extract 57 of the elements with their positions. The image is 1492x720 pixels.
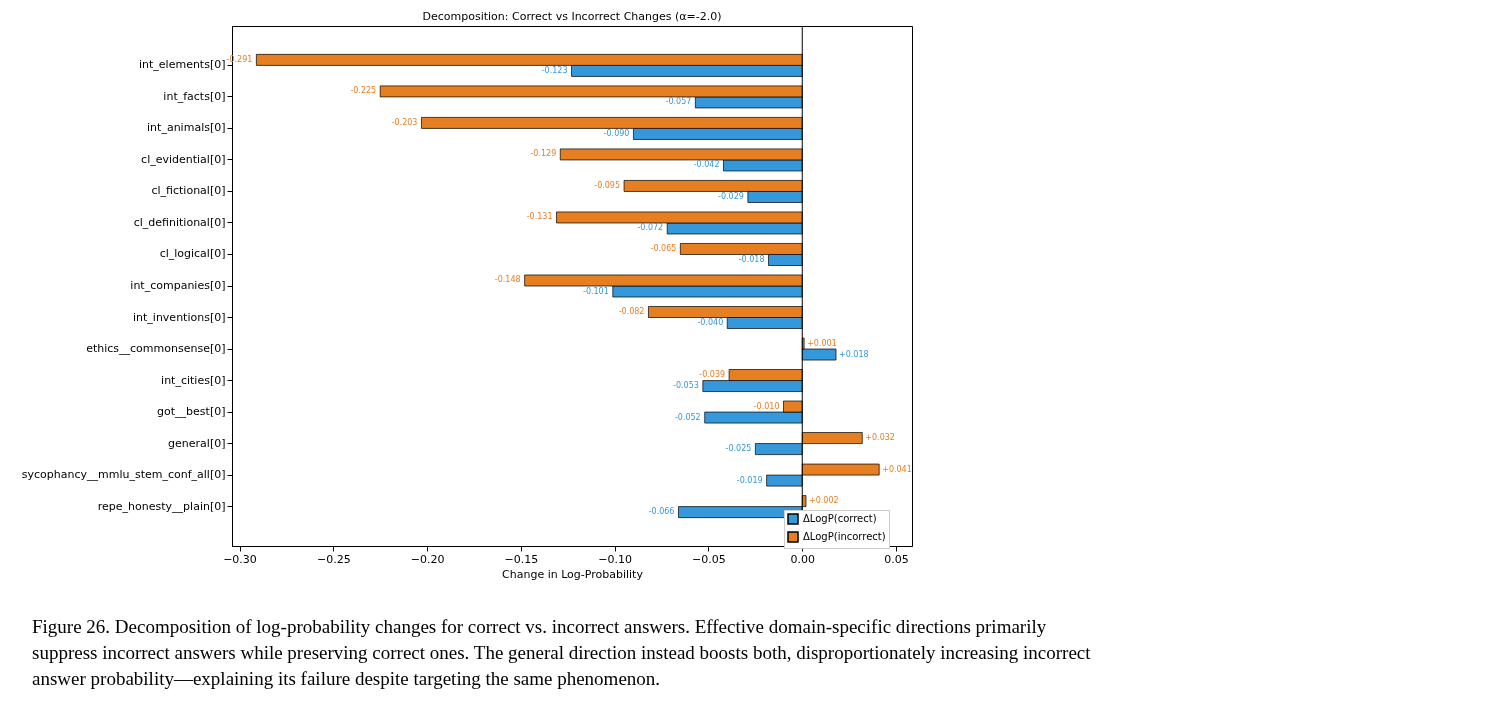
- data-label: -0.066: [648, 507, 675, 517]
- legend-label: ΔLogP(correct): [803, 513, 877, 524]
- data-label: -0.072: [637, 223, 664, 233]
- y-tick-label: cl_logical[0]: [159, 247, 226, 261]
- x-axis-title: Change in Log-Probability: [502, 567, 644, 581]
- data-label: -0.042: [693, 160, 720, 170]
- x-tick-label: −0.30: [223, 552, 257, 566]
- data-label: -0.039: [699, 370, 726, 380]
- data-label: +0.001: [807, 338, 837, 348]
- y-tick-label: int_cities[0]: [161, 373, 226, 387]
- data-label: -0.082: [618, 307, 645, 316]
- data-label: +0.041: [882, 464, 912, 474]
- y-tick-label: cl_definitional[0]: [133, 215, 226, 229]
- data-label: -0.090: [603, 128, 630, 138]
- data-label: +0.018: [839, 349, 869, 359]
- caption: Figure 26. Decomposition of log-probability changes for correct vs. incorrect answers. Effective domain-specific directions primarily suppress incorrect answers while preserving correct ones. The general direction instead boosts both, disproportionately increasing incorrect answer probability—explaining its failure despite targeting the same phenomenon.: [32, 616, 1092, 689]
- y-tick-label: cl_fictional[0]: [151, 184, 226, 198]
- y-tick-label: int_facts[0]: [163, 89, 226, 103]
- data-label: -0.025: [725, 444, 752, 454]
- data-label: -0.019: [736, 475, 763, 485]
- data-label: -0.018: [738, 255, 765, 264]
- data-label: -0.053: [673, 381, 699, 391]
- chart-title: Decomposition: Correct vs Incorrect Changes (α=-2.0): [422, 9, 722, 23]
- y-tick-label: int_animals[0]: [147, 121, 226, 135]
- x-tick-label: −0.10: [598, 552, 633, 566]
- y-tick-label: cl_evidential[0]: [141, 152, 226, 166]
- y-tick-label: sycophancy__mmlu_stem_conf_all[0]: [21, 468, 226, 482]
- data-label: -0.129: [530, 149, 557, 159]
- data-label: -0.065: [650, 243, 677, 253]
- data-label: -0.040: [697, 318, 724, 328]
- x-tick-label: 0.05: [884, 552, 909, 566]
- y-tick-label: repe_honesty__plain[0]: [97, 499, 226, 513]
- legend-label: ΔLogP(incorrect): [803, 531, 886, 542]
- y-tick-label: int_elements[0]: [138, 58, 226, 72]
- data-label: +0.032: [865, 433, 895, 443]
- y-tick-label: int_inventions[0]: [132, 310, 226, 324]
- data-label: -0.029: [718, 191, 744, 201]
- x-tick-label: −0.15: [504, 552, 539, 566]
- data-label: -0.225: [350, 86, 377, 96]
- x-tick-label: −0.05: [692, 552, 726, 566]
- data-label: -0.052: [674, 412, 701, 422]
- data-label: -0.148: [494, 275, 521, 285]
- y-tick-label: general[0]: [168, 436, 226, 450]
- x-tick-label: 0.00: [790, 552, 816, 566]
- y-tick-label: got__best[0]: [157, 405, 226, 419]
- data-label: -0.095: [594, 180, 621, 190]
- data-label: +0.002: [809, 496, 839, 506]
- y-tick-label: int_companies[0]: [130, 279, 226, 292]
- data-label: -0.057: [665, 97, 692, 107]
- data-label: -0.123: [541, 65, 568, 75]
- data-label: -0.101: [583, 286, 609, 296]
- x-tick-label: −0.25: [316, 552, 351, 566]
- data-label: -0.203: [391, 117, 418, 127]
- data-label: -0.131: [526, 212, 553, 222]
- y-tick-label: ethics__commonsense[0]: [86, 342, 226, 356]
- data-label: -0.010: [753, 401, 780, 411]
- x-tick-label: −0.20: [410, 552, 445, 566]
